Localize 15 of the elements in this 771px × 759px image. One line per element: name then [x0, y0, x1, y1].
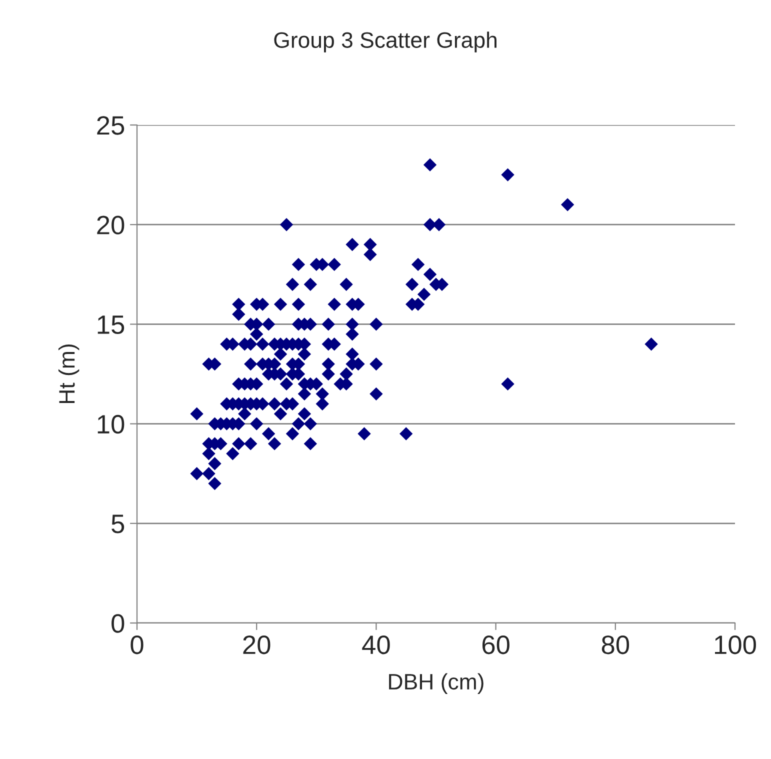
- y-tick-label: 10: [98, 414, 124, 434]
- y-tick-label: 0: [112, 614, 124, 633]
- y-tick-label: 5: [112, 514, 124, 534]
- y-tick-label: 20: [97, 216, 124, 234]
- x-tick-label: 100: [715, 636, 756, 654]
- x-tick-label: 60: [482, 636, 510, 654]
- y-tick-label: 15: [98, 316, 124, 334]
- y-tick-label: 25: [97, 116, 124, 135]
- x-tick-label: 0: [130, 636, 144, 654]
- x-tick-label: 40: [362, 636, 390, 654]
- x-axis-title: DBH (cm): [389, 673, 484, 694]
- y-axis-title: Ht (m): [58, 344, 80, 404]
- x-tick-label: 80: [602, 636, 630, 654]
- x-tick-label: 20: [243, 636, 270, 654]
- chart-title: Group 3 Scatter Graph: [274, 32, 496, 52]
